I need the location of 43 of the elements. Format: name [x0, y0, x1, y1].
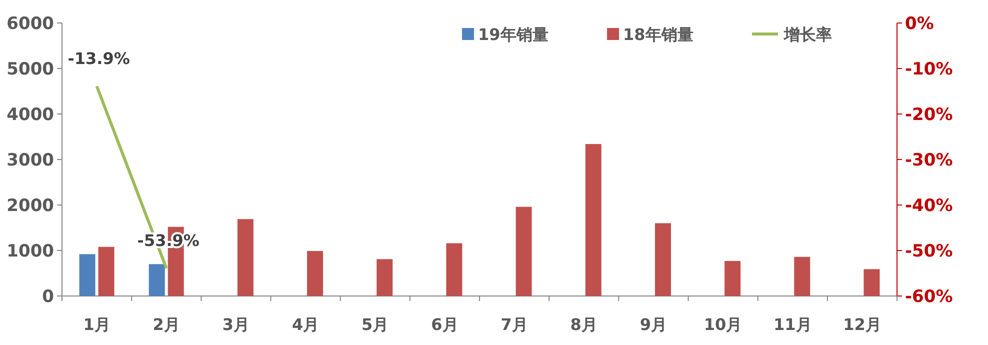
y-tick-label: 5000 — [6, 60, 54, 80]
x-tick-label: 11月 — [773, 315, 812, 334]
bar — [237, 219, 254, 296]
legend-label: 增长率 — [783, 25, 832, 44]
bar — [516, 206, 532, 296]
y2-tick-label: -30% — [905, 150, 953, 170]
y-tick-label: 3000 — [6, 150, 54, 170]
bar — [724, 260, 741, 296]
y2-tick-label: -60% — [905, 287, 953, 307]
x-tick-label: 9月 — [640, 315, 668, 334]
y-tick-label: 6000 — [6, 14, 54, 34]
x-tick-label: 3月 — [222, 315, 250, 334]
y2-tick-label: -40% — [905, 196, 953, 216]
bar — [307, 250, 324, 296]
bar — [148, 264, 165, 296]
x-tick-label: 12月 — [843, 315, 882, 334]
y-tick-label: 1000 — [6, 242, 54, 262]
x-tick-label: 6月 — [431, 315, 458, 334]
bar — [446, 243, 462, 296]
y2-tick-label: -50% — [905, 242, 953, 262]
bar — [794, 256, 810, 296]
y-tick-label: 2000 — [6, 196, 54, 216]
x-tick-label: 5月 — [362, 315, 389, 334]
x-tick-label: 1月 — [83, 315, 110, 334]
bar — [79, 254, 96, 296]
x-tick-label: 7月 — [500, 315, 528, 334]
x-tick-label: 8月 — [570, 315, 598, 334]
bar — [376, 259, 393, 296]
legend-label: 18年销量 — [623, 25, 694, 44]
x-tick-label: 2月 — [152, 315, 180, 334]
bar — [585, 144, 602, 296]
y2-tick-label: 0% — [905, 14, 934, 34]
bar — [98, 246, 114, 296]
y2-tick-label: -10% — [905, 60, 953, 80]
legend-label: 19年销量 — [478, 25, 548, 44]
data-label: -13.9% — [68, 49, 130, 68]
bar — [864, 269, 880, 296]
x-tick-label: 4月 — [292, 315, 320, 334]
y-tick-label: 4000 — [6, 105, 54, 125]
y-tick-label: 0 — [42, 287, 54, 307]
bar — [654, 223, 671, 296]
x-tick-label: 10月 — [704, 315, 742, 334]
y2-tick-label: -20% — [905, 105, 953, 125]
